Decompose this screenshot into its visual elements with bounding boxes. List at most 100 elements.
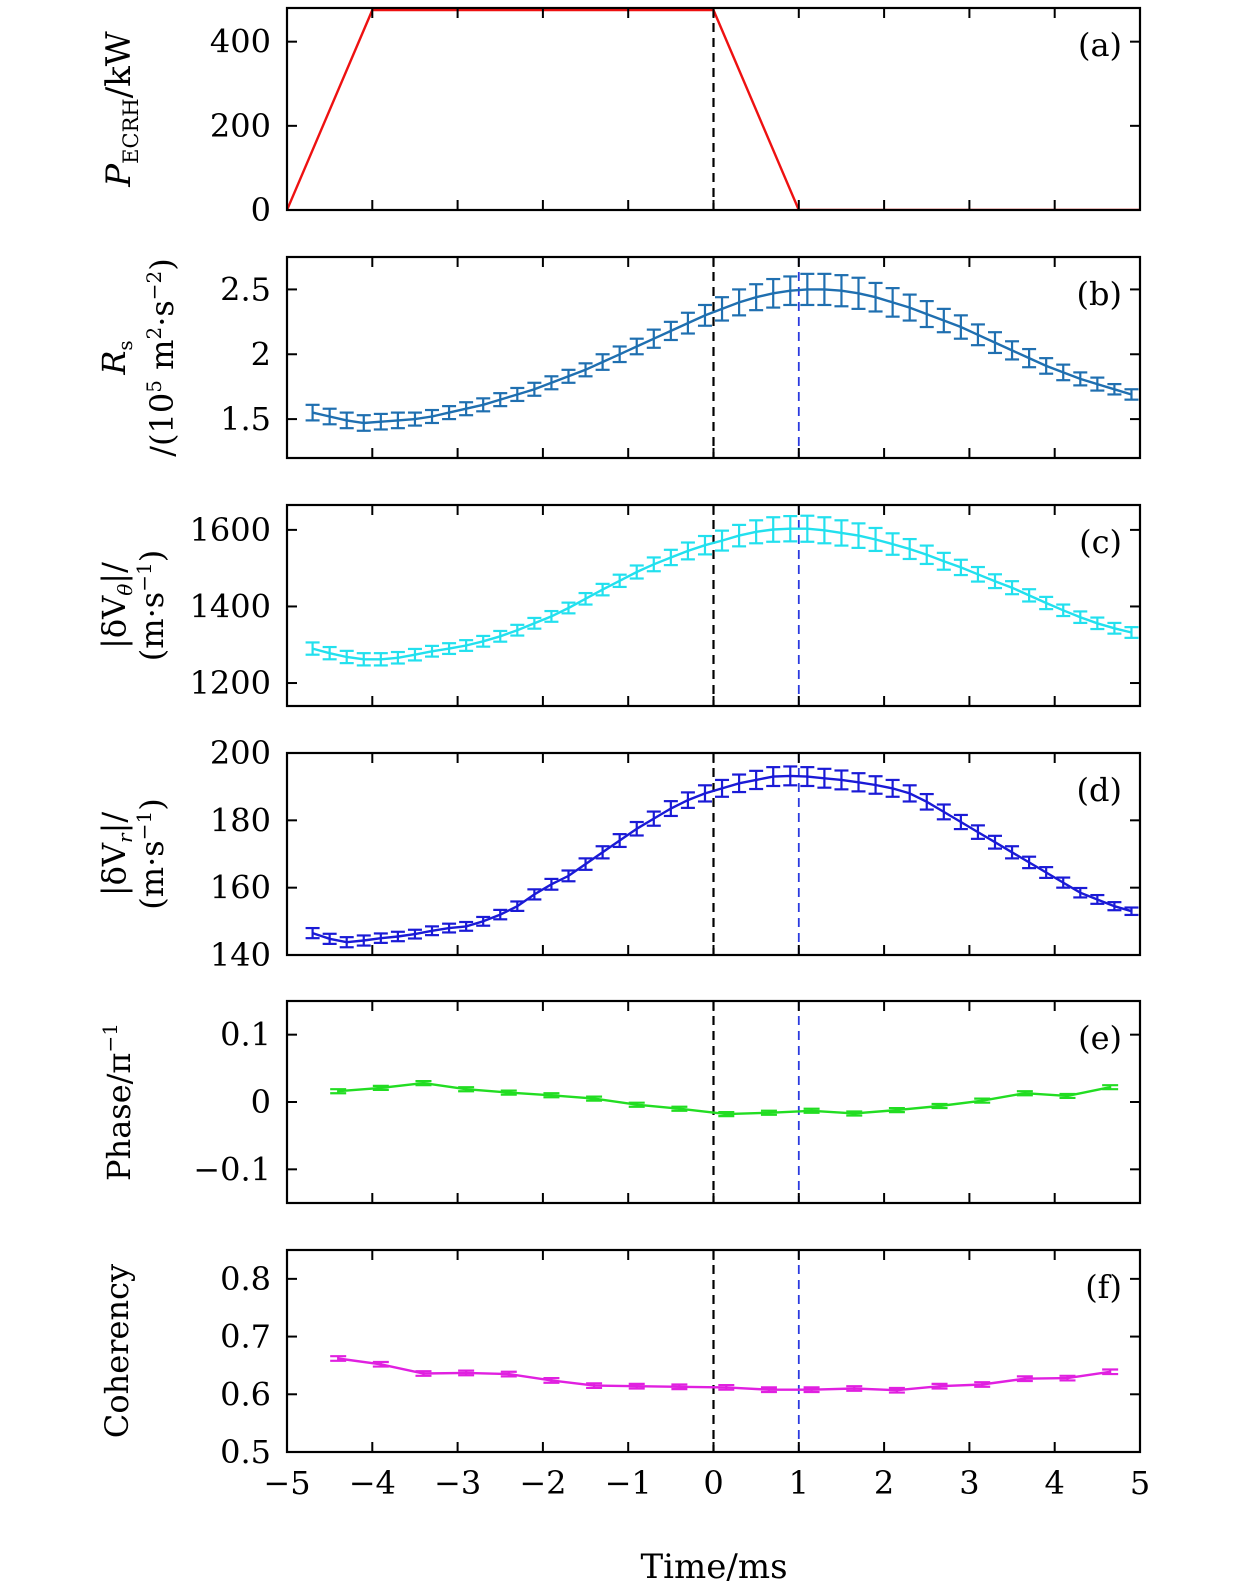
- errorbar-f-3: [458, 1369, 475, 1377]
- panel-b: 1.5 2 2.5 (b) Rs/(105 m2·s−2): [95, 255, 1142, 460]
- errorbar-d-38: [953, 813, 968, 831]
- errorbar-b-17: [595, 353, 610, 371]
- x-axis-label: Time/ms: [640, 1547, 787, 1587]
- errorbar-d-14: [544, 877, 559, 891]
- errorbar-c-46: [1090, 616, 1105, 631]
- errorbar-b-43: [1039, 357, 1054, 375]
- series-d: [305, 765, 1139, 949]
- y-tick-label: 140: [210, 936, 271, 974]
- errorbar-b-44: [1056, 363, 1071, 382]
- errorbar-c-12: [510, 623, 525, 637]
- errorbar-c-35: [902, 537, 917, 561]
- errorbar-c-19: [629, 564, 644, 580]
- errorbar-f-4: [500, 1370, 517, 1378]
- errorbar-d-31: [834, 769, 849, 791]
- errorbar-f-17: [1059, 1374, 1076, 1382]
- errorbar-e-5: [543, 1092, 560, 1099]
- errorbar-c-43: [1039, 595, 1054, 611]
- errorbar-b-8: [442, 405, 457, 421]
- errorbar-c-42: [1022, 588, 1037, 603]
- errorbar-c-0: [305, 641, 320, 656]
- errorbar-e-17: [1059, 1092, 1076, 1100]
- errorbar-c-11: [493, 629, 508, 643]
- errorbar-b-9: [459, 401, 474, 417]
- errorbar-c-2: [339, 649, 354, 665]
- errorbar-b-42: [1022, 347, 1037, 369]
- errorbar-b-19: [629, 337, 644, 356]
- errorbar-f-16: [1016, 1375, 1033, 1383]
- x-tick-label: 3: [959, 1464, 979, 1502]
- errorbar-c-33: [868, 526, 883, 553]
- errorbar-d-6: [407, 928, 422, 940]
- errorbar-d-32: [851, 772, 866, 793]
- errorbar-c-32: [851, 522, 866, 549]
- errorbar-b-3: [356, 414, 371, 432]
- errorbar-b-23: [697, 303, 712, 327]
- errorbar-b-27: [766, 277, 781, 309]
- errorbar-f-2: [415, 1370, 432, 1377]
- panel-a: 0 200 400 (a) PECRH/kW: [99, 6, 1142, 229]
- errorbar-d-28: [783, 765, 798, 787]
- errorbar-c-27: [766, 516, 781, 543]
- errorbar-b-1: [322, 407, 337, 426]
- errorbar-c-36: [919, 544, 934, 566]
- y-tick-label: −0.1: [193, 1150, 271, 1188]
- errorbar-b-28: [783, 275, 798, 307]
- y-tick-label: 2.5: [220, 270, 271, 308]
- x-tick-label: 2: [874, 1464, 894, 1502]
- errorbar-d-34: [885, 778, 900, 798]
- errorbar-b-35: [902, 293, 917, 322]
- errorbar-b-20: [646, 328, 661, 349]
- errorbar-c-15: [561, 601, 576, 615]
- errorbar-b-33: [868, 281, 883, 313]
- errorbar-b-37: [936, 307, 951, 334]
- y-tick-label: 0.8: [220, 1260, 271, 1298]
- errorbar-d-18: [612, 833, 627, 849]
- errorbar-d-3: [356, 934, 371, 947]
- x-tick-label: −1: [605, 1464, 652, 1502]
- series-c: [305, 514, 1139, 667]
- errorbar-c-21: [663, 548, 678, 567]
- errorbar-d-9: [459, 920, 474, 932]
- errorbar-e-10: [760, 1109, 777, 1116]
- series-line-e: [338, 1081, 1111, 1116]
- errorbar-c-8: [442, 642, 457, 656]
- y-axis-label-e: Phase/π−1: [98, 1023, 138, 1181]
- errorbar-d-30: [817, 767, 832, 789]
- errorbar-c-5: [390, 650, 405, 665]
- y-axis-label-c: |δVθ|/(m·s−1): [95, 550, 171, 661]
- errorbar-c-38: [953, 558, 968, 577]
- errorbar-d-42: [1022, 855, 1037, 870]
- errorbar-e-4: [500, 1089, 517, 1096]
- y-tick-label: 200: [210, 107, 271, 145]
- errorbar-b-26: [749, 283, 764, 312]
- errorbar-d-25: [732, 773, 747, 794]
- y-tick-label: 0.7: [220, 1318, 271, 1356]
- y-tick-label: 1400: [190, 587, 271, 625]
- errorbar-d-8: [442, 922, 457, 934]
- errorbar-d-1: [322, 932, 337, 945]
- errorbar-d-46: [1090, 893, 1105, 905]
- errorbar-d-39: [970, 824, 985, 840]
- errorbar-f-6: [586, 1382, 603, 1390]
- errorbar-b-48: [1124, 388, 1139, 401]
- y-tick-label: 1200: [190, 664, 271, 702]
- y-tick-label: 200: [210, 734, 271, 772]
- errorbar-c-40: [987, 573, 1002, 590]
- errorbar-d-12: [510, 900, 525, 912]
- errorbar-e-3: [458, 1086, 475, 1093]
- x-tick-label: −3: [434, 1464, 481, 1502]
- errorbar-d-29: [800, 766, 815, 788]
- errorbar-e-15: [974, 1097, 991, 1104]
- errorbar-c-13: [527, 616, 542, 630]
- errorbar-b-32: [851, 276, 866, 310]
- errorbar-f-11: [803, 1386, 820, 1394]
- panel-tag-f: (f): [1085, 1268, 1122, 1306]
- errorbar-b-22: [680, 311, 695, 335]
- errorbar-b-36: [919, 299, 934, 329]
- errorbar-e-16: [1016, 1090, 1033, 1097]
- errorbar-c-10: [476, 634, 491, 648]
- errorbar-b-41: [1005, 340, 1020, 361]
- errorbar-f-5: [543, 1377, 560, 1384]
